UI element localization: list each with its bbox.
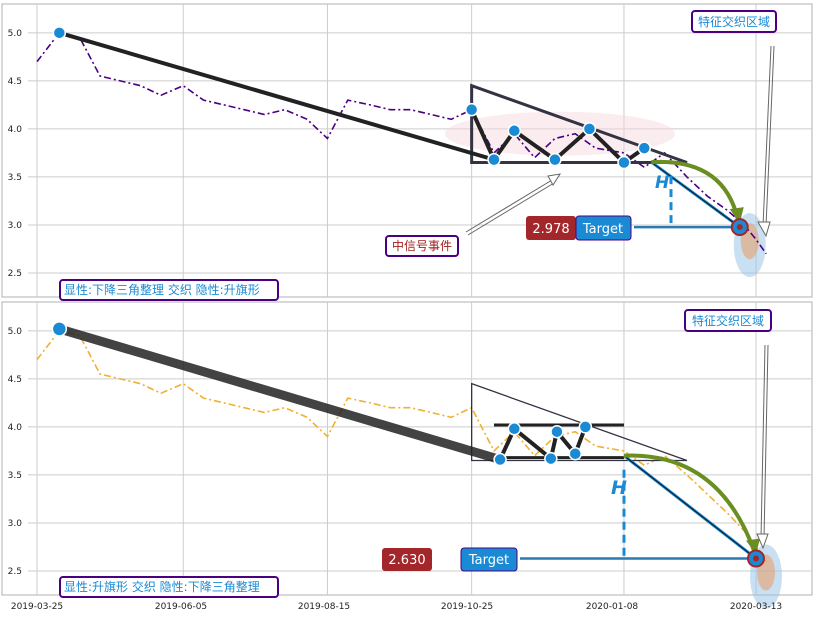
top-caption: 显性:下降三角整理 交织 隐性:升旗形 [59, 279, 279, 301]
feature-pointer-arrow [762, 45, 775, 227]
bottom-target-text: Target [468, 553, 509, 568]
pattern-point-marker [578, 420, 593, 434]
pattern-point-marker [507, 124, 522, 138]
price-series-line [36, 31, 767, 255]
pattern-point-marker [464, 102, 479, 117]
x-tick-label: 2019-08-15 [298, 602, 350, 612]
y-tick-label: 3.5 [8, 471, 22, 481]
y-tick-label: 5.0 [8, 327, 23, 337]
pattern-point-marker [550, 424, 564, 439]
projection-arrow-curve [623, 453, 756, 552]
triangle-pattern [470, 83, 688, 165]
event-pointer-arrow-head [547, 173, 562, 186]
x-tick-label: 2020-03-13 [730, 602, 782, 612]
pattern-point-marker [493, 452, 507, 467]
bottom-h-label: H [611, 477, 627, 499]
bottom-price-text: 2.630 [388, 553, 425, 568]
pattern-point-marker [582, 122, 597, 136]
bottom-price-box: 2.630 [382, 548, 432, 571]
bottom-feature-zone-label: 特征交织区域 [684, 309, 772, 332]
event-text: 中信号事件 [392, 238, 452, 253]
pattern-point-marker [637, 141, 652, 155]
x-axis-tick-labels: 2019-03-25 2019-06-05 2019-08-15 2019-10… [11, 602, 782, 612]
y-tick-label: 4.0 [8, 423, 23, 433]
top-price-text: 2.978 [532, 222, 569, 237]
y-tick-label: 2.5 [8, 269, 22, 279]
y-tick-label: 3.0 [8, 221, 23, 231]
top-feature-zone-text: 特征交织区域 [698, 14, 770, 29]
target-point-center [753, 555, 759, 562]
target-point-center [736, 224, 743, 231]
x-tick-label: 2019-10-25 [441, 602, 493, 612]
bottom-chart-layer: 2.5 3.0 3.5 4.0 4.5 5.0 [8, 302, 812, 609]
top-caption-text: 显性:下降三角整理 交织 隐性:升旗形 [64, 282, 260, 297]
bottom-caption-text: 显性:升旗形 交织 隐性:下降三角整理 [64, 579, 260, 594]
projection-line-core [650, 161, 741, 228]
top-h-label: H [655, 173, 669, 193]
trend-line [58, 324, 502, 464]
y-tick-label: 4.5 [8, 375, 22, 385]
bottom-target-box: Target [460, 547, 518, 572]
y-tick-label: 4.0 [8, 125, 23, 135]
top-target-text: Target [582, 222, 623, 237]
bottom-feature-zone-text: 特征交织区域 [692, 313, 764, 328]
y-tick-label: 3.5 [8, 173, 22, 183]
trend-line [58, 30, 495, 162]
pattern-point-marker [487, 152, 501, 167]
pattern-point-marker [617, 155, 631, 170]
top-feature-zone-label: 特征交织区域 [691, 10, 777, 33]
price-series-line [36, 329, 767, 562]
top-chart-layer: 2.5 3.0 3.5 4.0 4.5 5.0 [8, 4, 812, 297]
top-price-box: 2.978 [526, 216, 576, 240]
x-tick-label: 2020-01-08 [586, 602, 639, 612]
x-tick-label: 2019-06-05 [155, 602, 207, 612]
projection-arrow-curve [651, 159, 740, 220]
pattern-point-marker [507, 422, 522, 436]
y-tick-label: 2.5 [8, 567, 22, 577]
pattern-point-marker [52, 26, 67, 40]
event-pointer-arrow [465, 179, 555, 236]
pattern-point-marker [548, 152, 562, 167]
feature-pointer-arrow-head [756, 533, 769, 550]
y-tick-label: 3.0 [8, 519, 23, 529]
pattern-point-marker [568, 447, 582, 461]
y-tick-label: 4.5 [8, 77, 22, 87]
projection-line-core [623, 455, 757, 559]
feature-pointer-arrow [760, 344, 769, 539]
event-label: 中信号事件 [385, 235, 459, 257]
x-tick-label: 2019-03-25 [11, 602, 63, 612]
triangle-pattern [471, 382, 688, 462]
y-tick-label: 5.0 [8, 29, 23, 39]
top-target-box: Target [575, 215, 632, 241]
pattern-point-marker [51, 321, 68, 337]
pattern-point-marker [544, 451, 558, 466]
bottom-caption: 显性:升旗形 交织 隐性:下降三角整理 [59, 576, 279, 598]
feature-pointer-arrow-head [757, 221, 771, 238]
